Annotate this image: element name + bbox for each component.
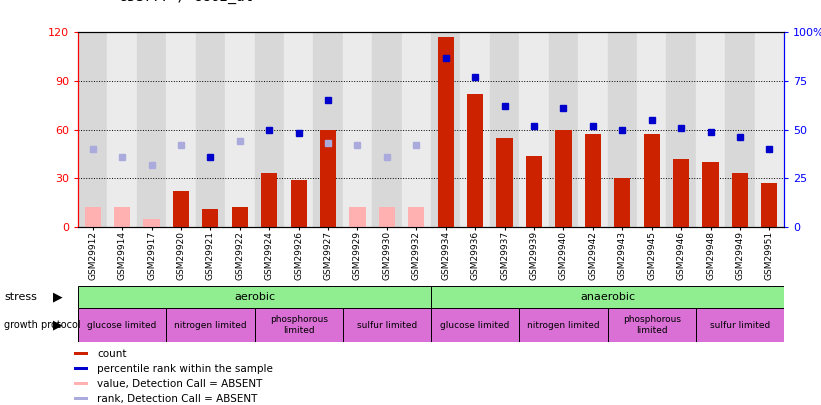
Text: sulfur limited: sulfur limited — [357, 320, 417, 330]
Bar — [667, 32, 695, 227]
Bar — [166, 308, 255, 342]
Bar — [401, 32, 431, 227]
Bar — [585, 134, 601, 227]
Bar — [431, 286, 784, 308]
Bar — [703, 162, 718, 227]
Bar — [608, 32, 637, 227]
Bar — [225, 32, 255, 227]
Bar — [137, 32, 166, 227]
Bar — [644, 134, 660, 227]
Text: anaerobic: anaerobic — [580, 292, 635, 302]
Bar — [343, 308, 431, 342]
Bar — [372, 32, 401, 227]
Bar — [320, 130, 336, 227]
Text: count: count — [98, 349, 126, 358]
Text: nitrogen limited: nitrogen limited — [527, 320, 599, 330]
Bar — [461, 32, 490, 227]
Bar — [144, 219, 159, 227]
Bar — [732, 173, 748, 227]
Bar — [343, 32, 372, 227]
Text: sulfur limited: sulfur limited — [710, 320, 770, 330]
Bar — [108, 32, 137, 227]
Text: phosphorous
limited: phosphorous limited — [269, 315, 328, 335]
Bar — [74, 397, 88, 401]
Bar — [725, 32, 754, 227]
Bar — [173, 191, 189, 227]
Text: rank, Detection Call = ABSENT: rank, Detection Call = ABSENT — [98, 394, 258, 404]
Bar — [78, 32, 108, 227]
Bar — [637, 32, 667, 227]
Bar — [519, 308, 608, 342]
Text: percentile rank within the sample: percentile rank within the sample — [98, 364, 273, 373]
Bar — [195, 32, 225, 227]
Bar — [78, 308, 166, 342]
Bar — [431, 308, 519, 342]
Bar — [490, 32, 519, 227]
Bar — [255, 308, 343, 342]
Text: value, Detection Call = ABSENT: value, Detection Call = ABSENT — [98, 379, 263, 389]
Bar — [74, 367, 88, 370]
Bar — [526, 156, 542, 227]
Text: nitrogen limited: nitrogen limited — [174, 320, 246, 330]
Bar — [261, 173, 277, 227]
Bar — [350, 207, 365, 227]
Bar — [497, 138, 512, 227]
Bar — [578, 32, 608, 227]
Bar — [695, 308, 784, 342]
Bar — [232, 207, 248, 227]
Bar — [696, 32, 725, 227]
Text: aerobic: aerobic — [234, 292, 275, 302]
Bar — [761, 183, 777, 227]
Bar — [74, 382, 88, 386]
Bar — [284, 32, 314, 227]
Bar — [467, 94, 484, 227]
Bar — [519, 32, 548, 227]
Bar — [85, 207, 101, 227]
Text: stress: stress — [4, 292, 37, 302]
Text: ▶: ▶ — [53, 318, 62, 332]
Bar — [673, 159, 689, 227]
Text: glucose limited: glucose limited — [440, 320, 510, 330]
Bar — [408, 207, 424, 227]
Text: phosphorous
limited: phosphorous limited — [622, 315, 681, 335]
Bar — [378, 207, 395, 227]
Bar — [166, 32, 195, 227]
Bar — [754, 32, 784, 227]
Bar — [431, 32, 461, 227]
Bar — [291, 180, 307, 227]
Bar — [255, 32, 284, 227]
Bar — [314, 32, 343, 227]
Text: ▶: ▶ — [53, 290, 62, 303]
Bar — [78, 286, 431, 308]
Bar — [555, 130, 571, 227]
Bar — [114, 207, 131, 227]
Bar — [608, 308, 696, 342]
Bar — [74, 352, 88, 355]
Bar — [614, 178, 631, 227]
Bar — [202, 209, 218, 227]
Text: GDS777 / 8862_at: GDS777 / 8862_at — [119, 0, 253, 4]
Bar — [438, 37, 454, 227]
Text: glucose limited: glucose limited — [87, 320, 157, 330]
Bar — [548, 32, 578, 227]
Text: growth protocol: growth protocol — [4, 320, 80, 330]
